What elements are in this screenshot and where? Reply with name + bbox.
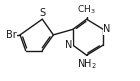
Text: Br: Br [6, 30, 17, 40]
Text: NH$_2$: NH$_2$ [77, 57, 97, 71]
Text: N: N [65, 40, 73, 50]
Text: CH$_3$: CH$_3$ [77, 4, 96, 16]
Text: N: N [103, 24, 111, 34]
Text: S: S [39, 8, 45, 18]
